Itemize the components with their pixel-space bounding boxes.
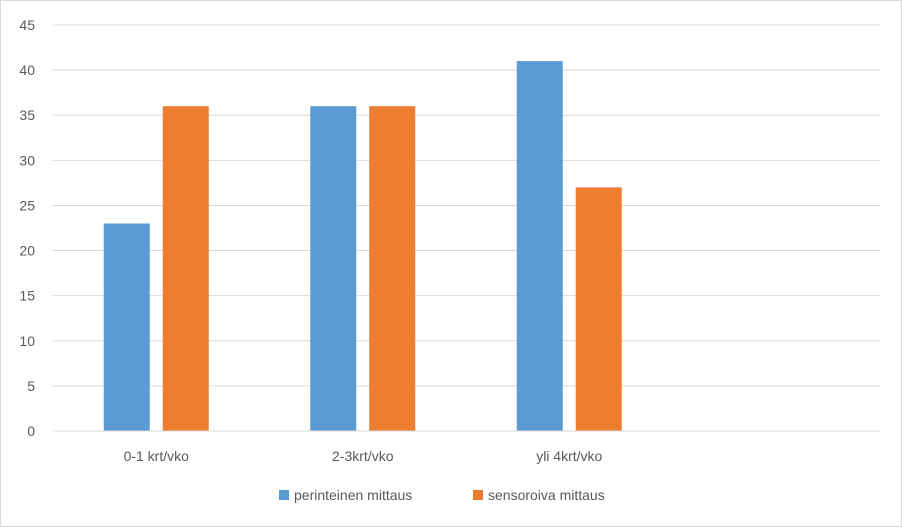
x-category-label: 2-3krt/vko [332, 448, 394, 464]
bars [103, 61, 622, 431]
bar-perinteinen-2 [516, 61, 563, 431]
y-tick-label: 15 [19, 288, 35, 304]
bar-sensoroiva-1 [369, 106, 416, 431]
legend-label: sensoroiva mittaus [488, 487, 605, 503]
legend-swatch [473, 490, 483, 500]
y-tick-label: 10 [19, 333, 35, 349]
x-axis-labels: 0-1 krt/vko 2-3krt/vko yli 4krt/vko [124, 448, 603, 464]
legend-label: perinteinen mittaus [294, 487, 412, 503]
y-tick-label: 25 [19, 197, 35, 213]
x-category-label: yli 4krt/vko [536, 448, 602, 464]
bar-perinteinen-1 [310, 106, 357, 431]
y-tick-label: 5 [27, 378, 35, 394]
legend-swatch [279, 490, 289, 500]
y-tick-label: 0 [27, 423, 35, 439]
y-tick-label: 40 [19, 62, 35, 78]
bar-sensoroiva-2 [575, 187, 622, 431]
bar-perinteinen-0 [103, 223, 150, 431]
y-tick-label: 20 [19, 243, 35, 259]
legend: perinteinen mittaus sensoroiva mittaus [279, 487, 605, 503]
x-category-label: 0-1 krt/vko [124, 448, 190, 464]
y-tick-label: 30 [19, 152, 35, 168]
y-tick-label: 45 [19, 17, 35, 33]
y-axis-ticks: 0 5 10 15 20 25 30 35 40 45 [19, 17, 35, 439]
bar-sensoroiva-0 [162, 106, 209, 431]
y-tick-label: 35 [19, 107, 35, 123]
